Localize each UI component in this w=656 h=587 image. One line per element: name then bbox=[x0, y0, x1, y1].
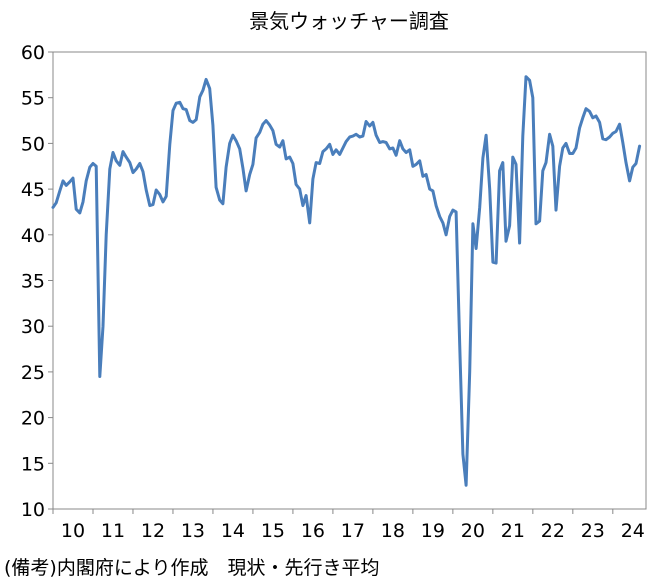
x-tick-label: 24 bbox=[621, 520, 645, 542]
x-tick-label: 21 bbox=[501, 520, 525, 542]
y-tick-label: 10 bbox=[21, 499, 45, 521]
y-tick-label: 40 bbox=[21, 225, 45, 247]
x-tick-label: 11 bbox=[101, 520, 125, 542]
plot-area-frame bbox=[52, 51, 647, 510]
y-tick-label: 30 bbox=[21, 316, 45, 338]
x-tick-label: 13 bbox=[181, 520, 205, 542]
x-tick-label: 19 bbox=[421, 520, 445, 542]
x-tick-label: 17 bbox=[341, 520, 365, 542]
x-tick-label: 16 bbox=[301, 520, 325, 542]
y-tick-label: 35 bbox=[21, 271, 45, 293]
y-tick-label: 25 bbox=[21, 362, 45, 384]
series-layer bbox=[51, 75, 642, 487]
x-tick-label: 18 bbox=[381, 520, 405, 542]
x-axis: 10 11 12 13 14 15 16 17 18 19 20 21 22 23 24 bbox=[52, 509, 645, 542]
x-tick-label: 22 bbox=[541, 520, 565, 542]
y-tick-label: 45 bbox=[21, 179, 45, 201]
x-tick-label: 15 bbox=[261, 520, 285, 542]
x-tick-label: 23 bbox=[581, 520, 605, 542]
series-line bbox=[51, 75, 642, 487]
x-tick-label: 10 bbox=[61, 520, 85, 542]
source-note: (備考)内閣府により作成 現状・先行き平均 bbox=[4, 557, 379, 579]
x-tick-label: 14 bbox=[221, 520, 245, 542]
y-tick-label: 20 bbox=[21, 408, 45, 430]
y-tick-label: 50 bbox=[21, 133, 45, 155]
chart-title: 景気ウォッチャー調査 bbox=[249, 9, 449, 33]
y-tick-label: 15 bbox=[21, 453, 45, 475]
x-tick-label: 20 bbox=[461, 520, 485, 542]
x-tick-label: 12 bbox=[141, 520, 165, 542]
y-tick-label: 55 bbox=[21, 88, 45, 110]
y-axis: 10 15 20 25 30 35 40 45 50 55 60 bbox=[21, 42, 53, 521]
y-tick-label: 60 bbox=[21, 42, 45, 64]
